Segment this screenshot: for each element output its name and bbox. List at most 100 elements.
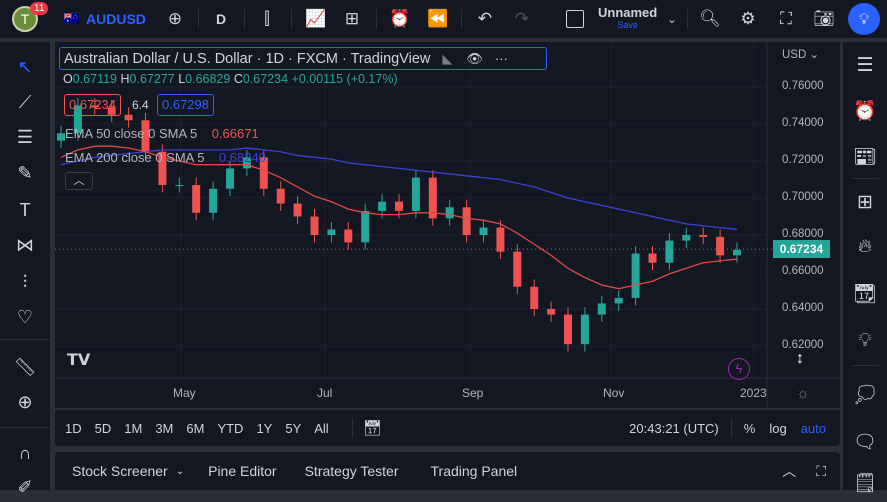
candles-icon[interactable]: ⫿ bbox=[264, 9, 270, 28]
tab-pine-editor[interactable]: Pine Editor bbox=[208, 463, 277, 479]
candle bbox=[411, 177, 420, 211]
calendar-icon[interactable]: 📆︎ bbox=[852, 284, 878, 305]
candle bbox=[513, 251, 522, 287]
layout-name-button[interactable]: Unnamed Save bbox=[598, 0, 657, 38]
ohlc-legend: O0.67119 H0.67277 L0.66829 C0.67234 +0.0… bbox=[63, 72, 398, 86]
chevron-down-icon[interactable]: ⌄ bbox=[175, 465, 185, 477]
news-icon[interactable]: 📰︎ bbox=[852, 147, 878, 168]
notes-icon[interactable]: 🗒︎ bbox=[852, 473, 878, 494]
ema50-value: 0.66671 bbox=[211, 126, 259, 141]
log-toggle[interactable]: log bbox=[769, 420, 787, 436]
chevron-down-icon[interactable]: ⌄ bbox=[667, 13, 677, 26]
more-icon[interactable]: ··· bbox=[494, 51, 508, 66]
search-icon[interactable]: 🔍︎ bbox=[699, 9, 721, 28]
lightning-icon[interactable]: ϟ bbox=[728, 358, 750, 380]
hotlist-fire-icon[interactable]: 🔥︎ bbox=[858, 236, 872, 257]
candle bbox=[124, 114, 133, 121]
candle bbox=[614, 297, 623, 304]
ideas-button[interactable]: 💡︎ bbox=[848, 0, 880, 38]
magnet-icon[interactable]: ∩ bbox=[18, 442, 32, 463]
camera-icon[interactable]: 📷︎ bbox=[813, 9, 835, 28]
chat-bubble-icon[interactable]: 💭︎ bbox=[852, 385, 878, 406]
heart-icon[interactable]: ♡ bbox=[16, 306, 34, 327]
candle bbox=[428, 177, 437, 219]
candle bbox=[648, 253, 657, 263]
buy-button[interactable]: 0.67298 bbox=[157, 94, 214, 116]
sun-icon[interactable]: ☼ bbox=[796, 385, 810, 402]
tradingview-logo: 𝗧𝗩 bbox=[67, 352, 91, 369]
alarm-clock-icon[interactable]: ⏰ bbox=[853, 101, 877, 122]
add-list-icon[interactable]: ⊞ bbox=[857, 191, 873, 213]
range-all[interactable]: All bbox=[314, 420, 329, 436]
text-icon[interactable]: T bbox=[19, 199, 31, 220]
chart-pane[interactable]: Australian Dollar / U.S. Dollar · 1D · F… bbox=[55, 42, 840, 408]
collapse-legend-button[interactable]: ︿ bbox=[65, 172, 93, 190]
candle bbox=[57, 133, 65, 141]
ema200-legend[interactable]: EMA 200 close 0 SMA 5 0.68240 bbox=[65, 150, 266, 165]
range-1d[interactable]: 1D bbox=[65, 420, 82, 436]
close-value: 0.67234 bbox=[242, 72, 289, 86]
symbol-search[interactable]: AUDUSD bbox=[86, 11, 146, 27]
clock-time[interactable]: 20:43:21 (UTC) bbox=[629, 420, 719, 436]
zoom-in-icon[interactable]: ⊕ bbox=[17, 391, 33, 412]
currency-selector[interactable]: USD ⌄ bbox=[782, 49, 820, 61]
indicators-icon[interactable]: 📈 bbox=[305, 9, 327, 28]
symbol-legend[interactable]: Australian Dollar / U.S. Dollar · 1D · F… bbox=[59, 47, 547, 70]
tab-stock-screener[interactable]: Stock Screener bbox=[72, 463, 168, 479]
auto-toggle[interactable]: auto bbox=[800, 420, 826, 436]
templates-grid-icon[interactable]: ⊞ bbox=[344, 9, 360, 28]
tab-trading-panel[interactable]: Trading Panel bbox=[430, 463, 518, 479]
price-chart[interactable] bbox=[55, 42, 840, 408]
replay-icon[interactable]: ⏪ bbox=[427, 9, 449, 28]
fib-lines-icon[interactable]: ☰ bbox=[16, 126, 34, 147]
lightbulb-icon[interactable]: 💡︎ bbox=[858, 330, 872, 351]
alert-clock-icon[interactable]: ⏰ bbox=[389, 9, 411, 28]
price-tick: 0.64000 bbox=[782, 302, 824, 314]
chats-icon[interactable]: 🗨︎ bbox=[852, 432, 878, 453]
pattern-icon[interactable]: ⋈ bbox=[16, 234, 34, 255]
cursor-icon[interactable]: ↖ bbox=[17, 56, 33, 77]
ema200-value: 0.68240 bbox=[218, 150, 266, 165]
change-value: +0.00115 (+0.17%) bbox=[291, 72, 398, 86]
range-1m[interactable]: 1M bbox=[124, 420, 143, 436]
range-3m[interactable]: 3M bbox=[155, 420, 174, 436]
candle bbox=[530, 286, 539, 309]
save-label[interactable]: Save bbox=[617, 20, 638, 30]
layout-square-icon[interactable] bbox=[563, 0, 587, 38]
price-tick: 0.76000 bbox=[782, 80, 824, 92]
range-5y[interactable]: 5Y bbox=[285, 420, 302, 436]
eye-icon[interactable]: 👁︎ bbox=[466, 50, 483, 66]
range-6m[interactable]: 6M bbox=[186, 420, 205, 436]
maximize-icon[interactable]: ⛶ bbox=[816, 462, 826, 479]
watchlist-icon[interactable]: ☰ bbox=[856, 54, 874, 76]
fullscreen-icon[interactable]: ⛶ bbox=[780, 9, 792, 28]
range-1y[interactable]: 1Y bbox=[256, 420, 273, 436]
goto-date-icon[interactable]: 📅︎ bbox=[362, 420, 382, 437]
prediction-icon[interactable]: ⫶ bbox=[22, 271, 28, 292]
candle bbox=[682, 235, 691, 241]
trendline-icon[interactable]: ⟋ bbox=[18, 91, 32, 112]
percent-toggle[interactable]: % bbox=[743, 420, 756, 436]
gear-icon[interactable]: ⚙ bbox=[740, 9, 756, 28]
range-5d[interactable]: 5D bbox=[94, 420, 112, 436]
resize-cursor-icon: ↕ bbox=[796, 350, 804, 367]
drawing-toolbar: ↖ ⟋ ☰ ✎ T ⋈ ⫶ ♡ 📏︎ ⊕ ∩ ✐ bbox=[0, 42, 50, 497]
price-tick: 0.70000 bbox=[782, 191, 824, 203]
ruler-icon[interactable]: 📏︎ bbox=[13, 356, 37, 377]
brush-icon[interactable]: ✎ bbox=[17, 162, 33, 183]
chevron-up-icon[interactable]: ︿ bbox=[782, 463, 797, 479]
time-tick: 2023 bbox=[740, 386, 767, 400]
compare-plus-icon[interactable]: ⊕ bbox=[167, 9, 183, 28]
interval-button[interactable]: D bbox=[215, 11, 227, 27]
candle bbox=[716, 236, 725, 256]
lock-drawing-icon[interactable]: ✐ bbox=[17, 476, 33, 497]
candle bbox=[226, 168, 234, 189]
flag-marker-icon[interactable]: ◣ bbox=[442, 50, 453, 66]
undo-icon[interactable]: ↶ bbox=[477, 9, 493, 28]
candle bbox=[445, 207, 454, 219]
tab-strategy-tester[interactable]: Strategy Tester bbox=[304, 463, 399, 479]
candle bbox=[242, 157, 251, 169]
range-ytd[interactable]: YTD bbox=[217, 420, 244, 436]
sell-button[interactable]: 0.67234 bbox=[64, 94, 121, 116]
ema50-legend[interactable]: EMA 50 close 0 SMA 5 0.66671 bbox=[65, 126, 259, 141]
